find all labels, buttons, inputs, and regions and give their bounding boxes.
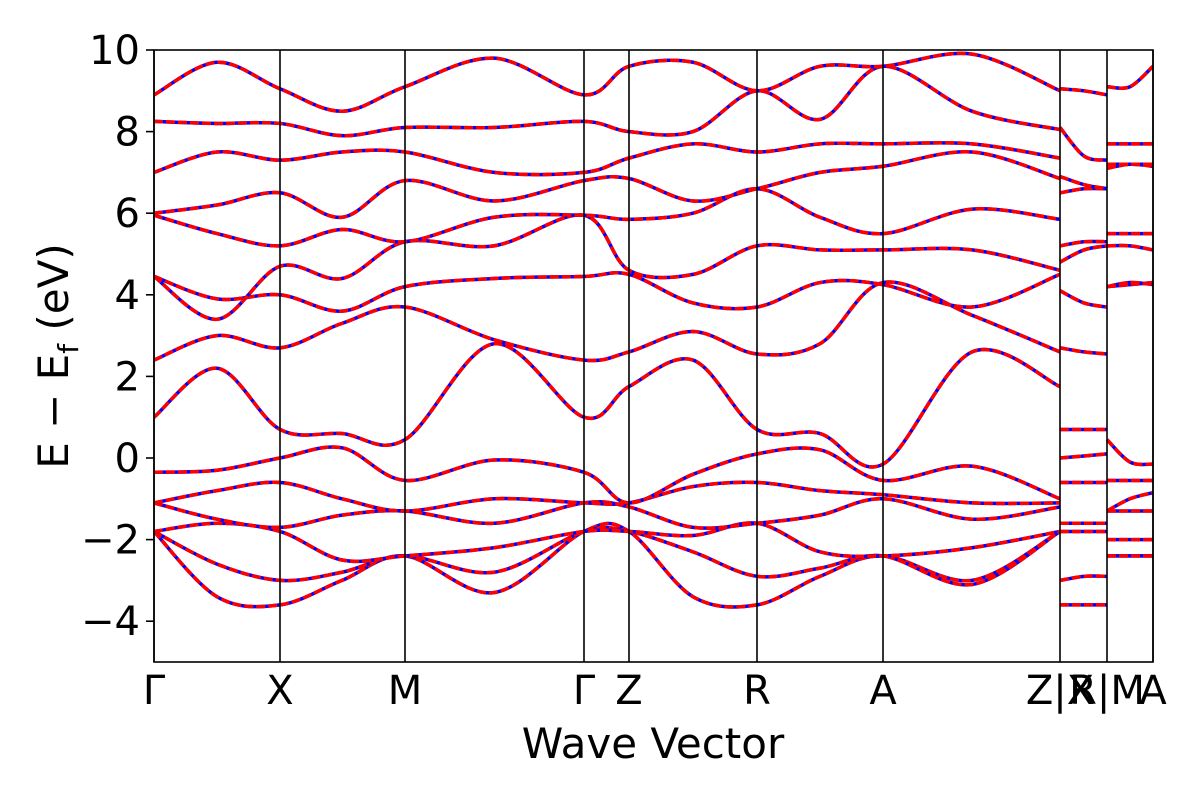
band-line-dashed [154,525,1153,587]
band-line-dashed [154,521,1153,609]
y-axis-label-unit: (eV) [29,243,78,344]
band-line-dashed [154,280,1153,363]
plot-frame [153,49,1154,663]
band-line-dashed [154,64,1153,162]
band-line-dashed [154,186,1153,248]
y-axis-label: E − Ef (eV) [29,243,85,469]
x-tick-label: R|M [1069,668,1145,714]
x-tick-label: M [388,668,423,714]
x-tick-label: A [869,668,897,714]
x-tick-label: X [266,668,293,714]
x-tick-label: Z [615,668,642,714]
band-line-dashed [154,342,1153,469]
band-line [154,280,1153,363]
band-line [154,64,1153,162]
y-tick-label: 8 [115,110,140,156]
y-tick-label: 4 [115,273,140,319]
x-tick-label: Z|X [1026,668,1094,714]
band-line [154,521,1153,609]
band-line-dashed [154,141,1153,191]
y-tick-label: −4 [81,599,140,645]
x-axis-label: Wave Vector [522,719,785,768]
band-line [154,150,1153,220]
x-tick-label: Γ [573,668,596,714]
y-tick-label: 2 [115,354,140,400]
x-tick-label: A [1139,668,1167,714]
band-line-dashed [154,150,1153,220]
y-tick-label: 0 [115,436,140,482]
x-tick-label: R [743,668,771,714]
bands [154,51,1153,609]
y-axis-label-main: E − E [29,354,78,469]
band-line-dashed [154,213,1153,322]
y-tick-label: 10 [89,28,140,74]
y-tick-label: 6 [115,191,140,237]
band-line-dashed [154,271,1153,313]
y-axis-label-sub: f [52,343,85,354]
y-tick-label: −2 [81,518,140,564]
band-line [154,342,1153,469]
x-tick-label: Γ [143,668,166,714]
